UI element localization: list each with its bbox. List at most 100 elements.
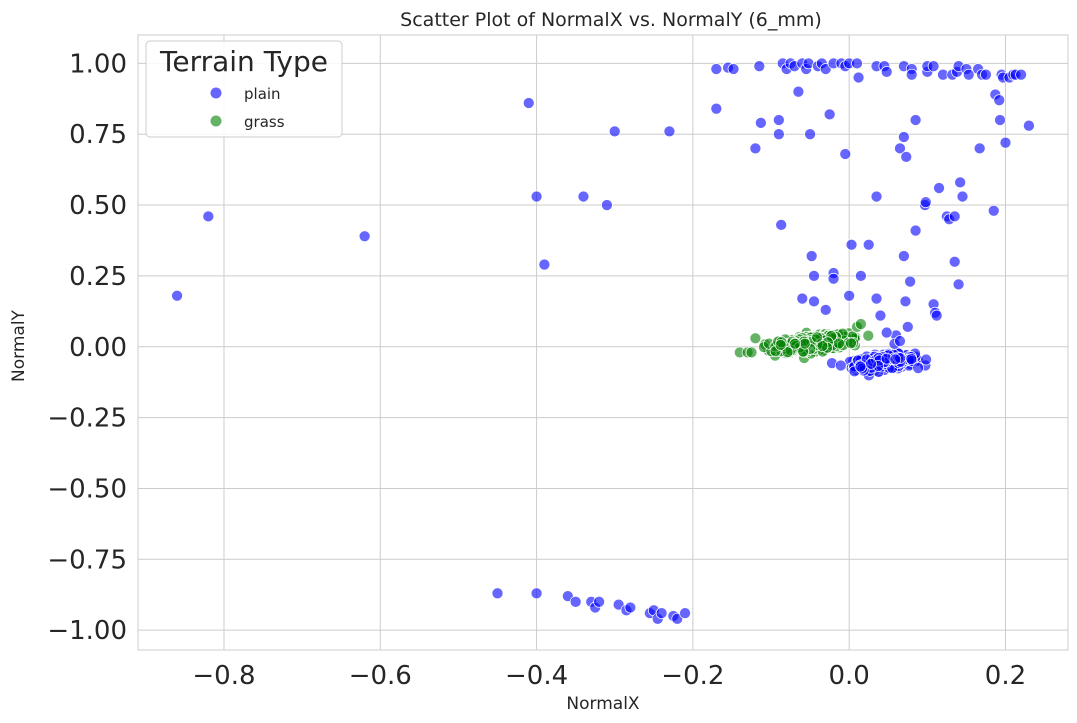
point-plain xyxy=(679,607,691,620)
point-plain xyxy=(905,68,918,81)
point-plain xyxy=(912,362,925,374)
point-plain xyxy=(839,148,852,160)
point-plain xyxy=(753,60,766,73)
point-plain xyxy=(862,238,875,251)
point-plain xyxy=(804,128,816,141)
x-tick-label: −0.2 xyxy=(661,661,724,691)
point-plain xyxy=(593,595,605,608)
point-plain xyxy=(899,295,912,308)
point-plain xyxy=(993,94,1006,107)
point-plain xyxy=(920,353,932,366)
point-plain xyxy=(898,250,910,262)
point-grass xyxy=(816,340,829,352)
point-plain xyxy=(772,114,785,126)
y-tick-label: 0.75 xyxy=(69,120,127,150)
x-tick-label: 0.0 xyxy=(828,661,869,691)
point-plain xyxy=(880,65,893,78)
y-tick-labels: 1.00 0.75 0.50 0.25 0.00 −0.25 −0.50 −0.75 −1.00 xyxy=(47,49,127,646)
point-plain xyxy=(845,238,858,251)
point-plain xyxy=(819,304,832,316)
y-tick-label: 0.00 xyxy=(69,333,127,363)
point-plain xyxy=(1023,119,1035,132)
point-plain xyxy=(843,289,856,302)
point-plain xyxy=(491,587,504,600)
point-plain xyxy=(601,199,613,211)
point-plain xyxy=(827,272,840,285)
point-plain xyxy=(202,210,215,223)
point-plain xyxy=(608,125,621,138)
legend-title: Terrain Type xyxy=(159,45,328,78)
point-plain xyxy=(727,63,740,75)
point-plain xyxy=(980,68,992,81)
point-plain xyxy=(874,309,887,322)
y-tick-label: −0.50 xyxy=(47,474,127,504)
point-plain xyxy=(909,224,922,237)
x-axis-label: NormalX xyxy=(566,694,640,714)
point-plain xyxy=(624,601,637,614)
point-plain xyxy=(577,190,590,203)
point-plain xyxy=(530,190,543,203)
point-grass xyxy=(789,337,801,350)
x-tick-label: 0.2 xyxy=(985,661,1026,691)
point-plain xyxy=(796,292,809,305)
point-plain xyxy=(522,97,535,109)
point-plain xyxy=(865,358,877,370)
point-plain xyxy=(889,353,902,366)
point-plain xyxy=(538,258,551,271)
point-plain xyxy=(894,335,906,347)
y-tick-label: 0.25 xyxy=(69,262,127,292)
point-plain xyxy=(909,114,922,126)
data-points xyxy=(171,57,1035,625)
point-plain xyxy=(870,292,883,305)
legend-label-plain: plain xyxy=(244,85,281,103)
x-tick-label: −0.6 xyxy=(349,661,412,691)
point-plain xyxy=(772,128,785,141)
point-grass xyxy=(781,346,794,359)
y-tick-label: −1.00 xyxy=(47,616,127,646)
point-plain xyxy=(904,275,916,288)
legend-frame xyxy=(145,40,343,138)
point-plain xyxy=(900,151,913,163)
point-grass xyxy=(811,331,823,344)
y-tick-label: 1.00 xyxy=(69,49,127,79)
point-plain xyxy=(171,289,183,302)
x-tick-label: −0.8 xyxy=(192,661,255,691)
point-plain xyxy=(710,102,723,115)
y-tick-label: −0.25 xyxy=(47,404,127,434)
point-plain xyxy=(808,295,820,308)
legend-label-grass: grass xyxy=(244,113,285,131)
point-plain xyxy=(999,136,1012,149)
point-plain xyxy=(994,114,1006,126)
point-plain xyxy=(962,68,975,81)
point-plain xyxy=(919,196,932,209)
point-plain xyxy=(927,60,940,73)
point-plain xyxy=(792,85,805,98)
legend: Terrain Type plain grass xyxy=(145,40,343,138)
point-plain xyxy=(870,190,883,203)
point-plain xyxy=(834,359,847,372)
point-plain xyxy=(948,210,961,223)
point-plain xyxy=(854,360,867,373)
point-grass xyxy=(745,346,758,359)
y-axis-label: NormalY xyxy=(9,309,29,382)
point-plain xyxy=(852,71,865,84)
point-plain xyxy=(894,142,906,155)
point-plain xyxy=(569,595,582,608)
point-plain xyxy=(805,250,818,262)
point-plain xyxy=(905,353,918,365)
point-plain xyxy=(930,309,943,322)
point-plain xyxy=(987,204,1000,217)
point-plain xyxy=(823,108,836,121)
legend-marker-grass xyxy=(210,115,222,127)
point-grass xyxy=(774,339,787,351)
x-tick-label: −0.4 xyxy=(505,661,568,691)
point-grass xyxy=(855,318,867,330)
point-plain xyxy=(530,587,543,600)
point-plain xyxy=(880,326,893,339)
point-plain xyxy=(898,131,910,143)
point-plain xyxy=(954,176,967,189)
point-plain xyxy=(973,142,986,155)
point-plain xyxy=(749,142,762,155)
point-plain xyxy=(808,270,820,282)
